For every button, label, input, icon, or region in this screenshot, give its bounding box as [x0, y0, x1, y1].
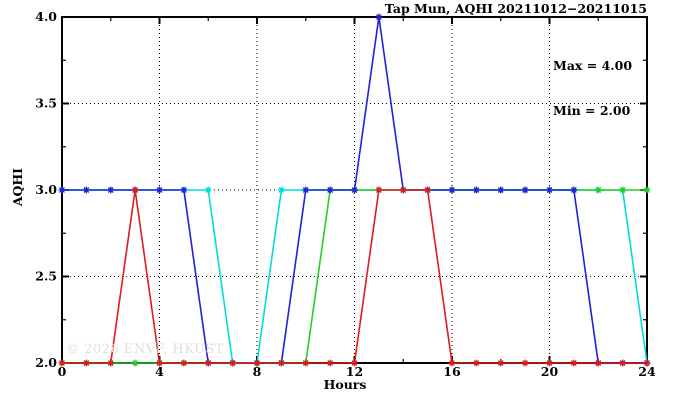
- x-tick-label: 0: [58, 364, 67, 379]
- x-tick-label: 12: [346, 364, 363, 379]
- y-tick-label: 3.0: [35, 182, 57, 197]
- min-value-label: Min = 2.00: [553, 103, 631, 118]
- max-value-label: Max = 4.00: [553, 58, 633, 73]
- series-markers: [58, 13, 651, 367]
- chart-title: Tap Mun, AQHI 20211012−20211015: [384, 1, 647, 16]
- x-tick-label: 8: [253, 364, 262, 379]
- x-axis-label: Hours: [323, 377, 367, 392]
- x-tick-label: 4: [155, 364, 164, 379]
- max-min-annotation: Max = 4.00 Min = 2.00: [553, 28, 632, 148]
- series-markers-red: [58, 186, 651, 367]
- y-tick-label: 2.5: [35, 269, 57, 284]
- y-tick-label: 3.5: [35, 96, 57, 111]
- y-axis-label: AQHI: [10, 168, 25, 207]
- x-tick-label: 20: [541, 364, 559, 379]
- y-tick-label: 4.0: [35, 9, 57, 24]
- x-tick-label: 16: [443, 364, 461, 379]
- watermark: © 2026 ENVF, HKUST: [66, 342, 224, 357]
- y-tick-label: 2.0: [35, 355, 57, 370]
- x-tick-label: 24: [638, 364, 656, 379]
- tick-labels: 0 4 8 12 16 20 24 2.0 2.5 3.0 3.5 4.0: [35, 9, 656, 379]
